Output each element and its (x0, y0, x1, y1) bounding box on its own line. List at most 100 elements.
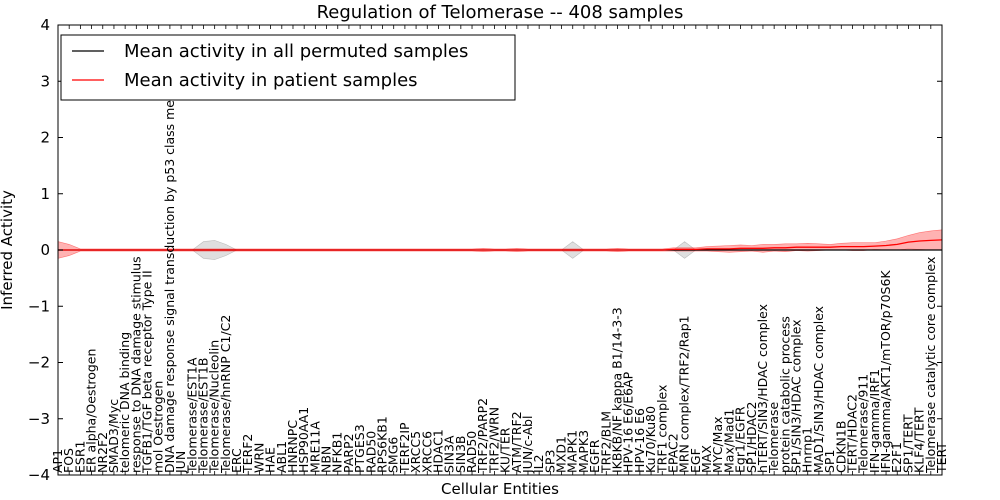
x-tick-label: Ku70/Ku80 (643, 406, 658, 473)
x-tick-label: SP1/HDAC2 (744, 402, 759, 473)
x-tick-label: SP1 (822, 450, 837, 473)
x-tick-label: Telomerase/hnRNP C1/C2 (218, 315, 233, 474)
x-tick-label: HPV-16 E6 (632, 408, 647, 473)
x-tick-label: WRN (251, 443, 266, 473)
x-tick-label: SIN3A (442, 435, 457, 473)
x-tick-label: KLF4/TERT (912, 407, 927, 473)
x-tick-label: RAD50 (464, 431, 479, 473)
x-tick-label: ER alpha/Oestrogen (84, 349, 99, 473)
y-tick-label: 2 (40, 129, 50, 147)
x-tick-label: RPS6KB1 (375, 416, 390, 473)
x-tick-label: TRF2/PARP2 (475, 398, 490, 474)
y-axis-label: Inferred Activity (0, 190, 16, 310)
x-tick-label: IKBKB/NF kappa B1/14-3-3 (610, 307, 625, 473)
x-tick-label: SMG6 (386, 437, 401, 473)
legend-box (60, 34, 516, 101)
y-tick-label: −2 (28, 354, 50, 372)
x-tick-label: FOS (61, 448, 76, 473)
x-tick-label: TERT (934, 442, 949, 474)
x-tick-label: MAPK3 (576, 430, 591, 473)
legend: Mean activity in all permuted samples Me… (60, 34, 516, 101)
x-tick-label: ATM/TRF2 (509, 411, 524, 473)
x-tick-label: RAD50 (363, 431, 378, 473)
x-tick-label: Max/Mad1 (721, 409, 736, 473)
x-tick-label: protein catabolic process (777, 316, 792, 473)
x-tick-label: TERF2IP (397, 422, 412, 474)
legend-label-permuted: Mean activity in all permuted samples (124, 41, 468, 62)
x-tick-label: response to DNA damage stimulus (128, 256, 143, 473)
x-tick-label: ABL1 (274, 441, 289, 473)
x-tick-label: DNA damage response signal transduction … (162, 46, 177, 473)
y-tick-label: 4 (40, 16, 50, 34)
x-tick-label: ERC (229, 448, 244, 473)
y-tick-label: −1 (28, 297, 50, 315)
y-tick-label: −4 (28, 466, 50, 484)
x-tick-label: Telomerase (766, 401, 781, 474)
x-tick-label: Telomerase/911 (856, 374, 871, 474)
x-tick-label: EGFR (587, 439, 602, 473)
x-tick-label: JUN (173, 451, 188, 474)
x-tick-label: SP1/SIN3/HDAC complex (789, 319, 804, 473)
x-tick-label: TERT/HDAC2 (845, 394, 860, 474)
x-tick-label: MAD1/SIN3/HDAC complex (811, 306, 826, 473)
x-tick-label: HPV-16 E6/E6AP (621, 371, 636, 473)
x-tick-label: AP1 (50, 449, 65, 473)
x-tick-label: E2F1 (889, 442, 904, 473)
x-tick-label: MAX (699, 445, 714, 473)
x-tick-label: XRCC6 (419, 431, 434, 473)
legend-label-patient: Mean activity in patient samples (124, 70, 418, 91)
y-axis: −4 −3 −2 −1 0 1 2 3 4 (28, 16, 942, 484)
y-tick-label: 3 (40, 72, 50, 90)
x-tick-label: EGF (688, 448, 703, 473)
x-tick-label: PTGES3 (352, 424, 367, 473)
x-tick-label: MAPK1 (565, 430, 580, 473)
x-tick-label: Egr1/EGFR (733, 406, 748, 473)
x-tick-label: Telomerase/EST1B (196, 358, 211, 474)
x-tick-label: JUN/c-Abl (520, 416, 535, 474)
x-axis-label: Cellular Entities (441, 480, 559, 498)
x-tick-label: IL2 (531, 454, 546, 473)
x-tick-label: MXD1 (554, 436, 569, 473)
x-tick-label: MRE11A (307, 421, 322, 473)
x-tick-label: XRCC5 (408, 431, 423, 473)
x-tick-label: ESR1 (72, 441, 87, 473)
series-lines (58, 239, 943, 251)
x-tick-label: HAE (263, 447, 278, 473)
y-tick-label: 1 (40, 185, 50, 203)
x-tick-label: TRF2/WRN (486, 407, 501, 474)
x-tick-label: hTERT/SIN3/HDAC complex (755, 304, 770, 473)
y-tick-label: −3 (28, 410, 50, 428)
x-tick-label: CDKN1B (833, 421, 848, 473)
x-tick-label: NFKB1 (330, 432, 345, 473)
x-tick-label: KU/TER (498, 427, 513, 473)
x-tick-label: HDAC1 (431, 429, 446, 473)
x-tick-label: Telomerase/Nucleolin (207, 340, 222, 474)
chart-title: Regulation of Telomerase -- 408 samples (317, 2, 684, 23)
x-tick-label: telomeric DNA binding (117, 332, 132, 473)
x-tick-label: EPAC2 (665, 433, 680, 473)
x-tick-label: NR2F2 (95, 432, 110, 473)
x-tick-label: mol Oestrogen (151, 381, 166, 473)
x-tick-label: MRN complex/TRF2/Rap1 (677, 315, 692, 473)
x-tick-label: NBN (319, 446, 334, 473)
x-tick-label: SMAD3/Myc (106, 399, 121, 473)
x-tick-label: IFN-gamma/AKT1/mTOR/p70S6K (878, 270, 893, 473)
x-tick-label: SP3 (542, 450, 557, 473)
x-tick-label: TRF2/BLM (598, 411, 613, 474)
series-line-patient (58, 239, 943, 251)
x-tick-label: Telomerase catalytic core complex (923, 257, 938, 474)
x-tick-label: PARP2 (341, 434, 356, 473)
x-tick-label: Telomerase/EST1A (184, 357, 199, 474)
x-tick-label: TERF2 (240, 434, 255, 474)
x-tick-label: TRF1 complex (654, 385, 669, 474)
x-tick-label: SP1/TERT (900, 414, 915, 473)
x-tick-label: IFN-gamma/IRF1 (867, 369, 882, 473)
x-tick-label: HNRNPC (285, 420, 300, 473)
x-tick-label: MYC/Max (710, 416, 725, 473)
x-tick-label: Hnrnp1 (800, 427, 815, 473)
x-tick-label: HSP90AA1 (296, 407, 311, 473)
x-tick-label: TGFB1/TGF beta receptor Type II (140, 270, 155, 474)
y-tick-label: 0 (40, 241, 50, 259)
